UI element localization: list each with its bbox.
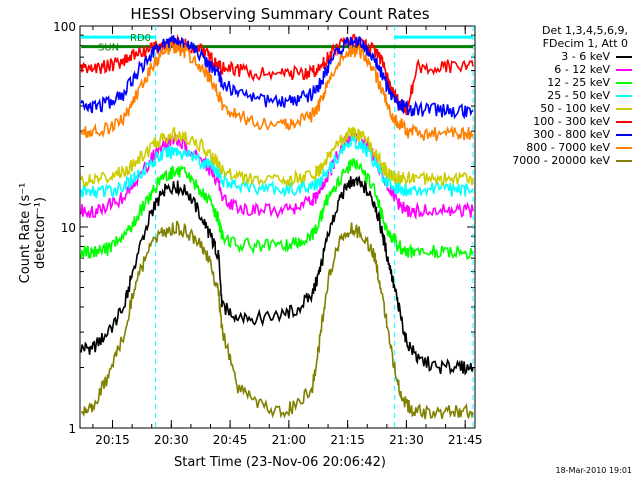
flag-label-sun: SUN — [98, 43, 119, 54]
legend-swatch — [616, 159, 632, 162]
y-tick-label: 1 — [68, 422, 76, 436]
legend-item: 800 - 7000 keV — [486, 141, 632, 154]
legend-header-line2: FDecim 1, Att 0 — [542, 37, 628, 50]
legend-header-line1: Det 1,3,4,5,6,9, — [541, 24, 628, 37]
legend-item: 7000 - 20000 keV — [486, 154, 632, 167]
legend-item: 3 - 6 keV — [486, 50, 632, 63]
series-line-4 — [80, 126, 474, 188]
x-tick-label: 20:15 — [95, 433, 130, 447]
legend-item: 25 - 50 keV — [486, 89, 632, 102]
legend-item: 6 - 12 keV — [486, 63, 632, 76]
legend-rows: 3 - 6 keV 6 - 12 keV 12 - 25 keV 25 - 50 ke… — [486, 50, 632, 167]
legend-swatch — [616, 81, 632, 84]
legend-item-label: 12 - 25 keV — [547, 76, 610, 89]
legend-item-label: 50 - 100 keV — [540, 102, 610, 115]
y-tick-label: 100 — [53, 20, 76, 34]
legend-item: 12 - 25 keV — [486, 76, 632, 89]
legend-swatch — [616, 107, 632, 110]
legend-swatch — [616, 68, 632, 71]
legend-swatch — [616, 55, 632, 58]
footer-timestamp: 18-Mar-2010 19:01 — [555, 466, 633, 475]
x-tick-label: 21:45 — [448, 433, 483, 447]
x-tick-label: 21:30 — [389, 433, 424, 447]
x-tick-label: 21:00 — [272, 433, 307, 447]
series-line-8 — [81, 220, 474, 420]
flag-label-rd0: RD0 — [130, 33, 151, 44]
x-axis-label: Start Time (23-Nov-06 20:06:42) — [174, 455, 386, 470]
legend-item-label: 6 - 12 keV — [554, 63, 610, 76]
legend-swatch — [616, 94, 632, 97]
chart-title: HESSI Observing Summary Count Rates — [130, 5, 430, 23]
series-line-0 — [80, 175, 474, 376]
legend-swatch — [616, 146, 632, 149]
legend-item: 50 - 100 keV — [486, 102, 632, 115]
x-tick-label: 20:45 — [213, 433, 248, 447]
series-line-2 — [80, 157, 474, 261]
series-line-7 — [80, 41, 474, 142]
legend-item-label: 7000 - 20000 keV — [512, 154, 610, 167]
legend-item-label: 100 - 300 keV — [533, 115, 610, 128]
y-tick-label: 10 — [61, 221, 76, 235]
x-tick-label: 21:15 — [330, 433, 365, 447]
legend-item: 100 - 300 keV — [486, 115, 632, 128]
legend-item-label: 800 - 7000 keV — [526, 141, 610, 154]
legend-swatch — [616, 120, 632, 123]
series-line-1 — [80, 131, 474, 221]
series-line-3 — [80, 133, 474, 199]
legend-item: 300 - 800 keV — [486, 128, 632, 141]
x-tick-label: 20:30 — [154, 433, 189, 447]
legend-item-label: 3 - 6 keV — [561, 50, 610, 63]
legend-item-label: 300 - 800 keV — [533, 128, 610, 141]
series-line-6 — [80, 34, 474, 120]
y-axis-label: Count Rate (s⁻¹ detector⁻¹) — [18, 182, 48, 284]
legend-item-label: 25 - 50 keV — [547, 89, 610, 102]
legend: Det 1,3,4,5,6,9, FDecim 1, Att 0 3 - 6 k… — [486, 24, 632, 167]
legend-swatch — [616, 133, 632, 136]
